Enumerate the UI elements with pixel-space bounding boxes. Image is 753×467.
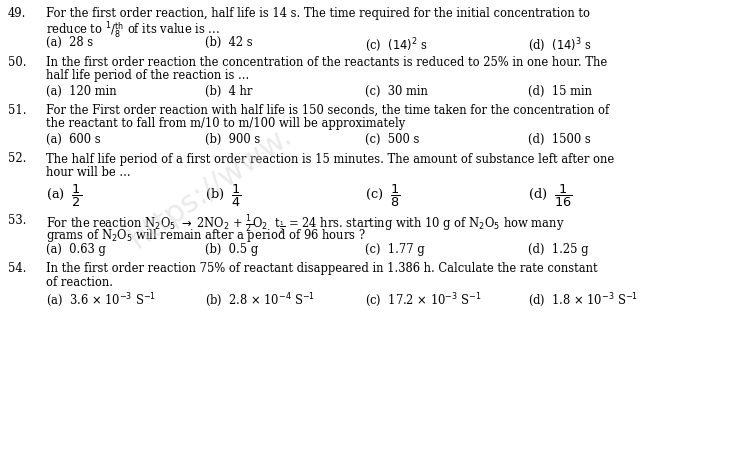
Text: 50.: 50.: [8, 56, 26, 69]
Text: 51.: 51.: [8, 104, 26, 117]
Text: (d)  15 min: (d) 15 min: [528, 85, 592, 98]
Text: For the first order reaction, half life is 14 s. The time required for the initi: For the first order reaction, half life …: [46, 7, 590, 20]
Text: (b)  $\dfrac{1}{4}$: (b) $\dfrac{1}{4}$: [205, 183, 242, 209]
Text: 53.: 53.: [8, 213, 26, 226]
Text: 52.: 52.: [8, 153, 26, 165]
Text: (a)  28 s: (a) 28 s: [46, 36, 93, 49]
Text: (a)  120 min: (a) 120 min: [46, 85, 117, 98]
Text: (b)  42 s: (b) 42 s: [205, 36, 252, 49]
Text: (b)  2.8 $\times$ 10$^{-4}$ S$^{-1}$: (b) 2.8 $\times$ 10$^{-4}$ S$^{-1}$: [205, 291, 316, 309]
Text: (a)  $\dfrac{1}{2}$: (a) $\dfrac{1}{2}$: [46, 183, 82, 209]
Text: (b)  4 hr: (b) 4 hr: [205, 85, 252, 98]
Text: (d)  1.25 g: (d) 1.25 g: [528, 242, 589, 255]
Text: (c)  17.2 $\times$ 10$^{-3}$ S$^{-1}$: (c) 17.2 $\times$ 10$^{-3}$ S$^{-1}$: [365, 291, 482, 309]
Text: 54.: 54.: [8, 262, 26, 275]
Text: (a)  3.6 $\times$ 10$^{-3}$ S$^{-1}$: (a) 3.6 $\times$ 10$^{-3}$ S$^{-1}$: [46, 291, 156, 309]
Text: 49.: 49.: [8, 7, 26, 20]
Text: For the reaction N$_{2}$O$_{5}$ $\rightarrow$ 2NO$_{2}$ + $\frac{1}{2}$O$_{2}$  : For the reaction N$_{2}$O$_{5}$ $\righta…: [46, 213, 565, 236]
Text: https://www.: https://www.: [123, 120, 297, 254]
Text: (b)  0.5 g: (b) 0.5 g: [205, 242, 258, 255]
Text: For the First order reaction with half life is 150 seconds, the time taken for t: For the First order reaction with half l…: [46, 104, 609, 117]
Text: (c)  500 s: (c) 500 s: [365, 133, 419, 146]
Text: the reactant to fall from m/10 to m/100 will be approximately: the reactant to fall from m/10 to m/100 …: [46, 118, 405, 130]
Text: half life period of the reaction is ...: half life period of the reaction is ...: [46, 69, 249, 82]
Text: (c)  $\dfrac{1}{8}$: (c) $\dfrac{1}{8}$: [365, 183, 401, 209]
Text: In the first order reaction the concentration of the reactants is reduced to 25%: In the first order reaction the concentr…: [46, 56, 607, 69]
Text: grams of N$_{2}$O$_{5}$ will remain after a period of 96 hours ?: grams of N$_{2}$O$_{5}$ will remain afte…: [46, 227, 366, 244]
Text: (c)  $(14)^{2}$ s: (c) $(14)^{2}$ s: [365, 36, 428, 54]
Text: (d)  $(14)^{3}$ s: (d) $(14)^{3}$ s: [528, 36, 592, 54]
Text: The half life period of a first order reaction is 15 minutes. The amount of subs: The half life period of a first order re…: [46, 153, 614, 165]
Text: (d)  1.8 $\times$ 10$^{-3}$ S$^{-1}$: (d) 1.8 $\times$ 10$^{-3}$ S$^{-1}$: [528, 291, 639, 309]
Text: (a)  600 s: (a) 600 s: [46, 133, 101, 146]
Text: (a)  0.63 g: (a) 0.63 g: [46, 242, 106, 255]
Text: (b)  900 s: (b) 900 s: [205, 133, 261, 146]
Text: of reaction.: of reaction.: [46, 276, 113, 289]
Text: In the first order reaction 75% of reactant disappeared in 1.386 h. Calculate th: In the first order reaction 75% of react…: [46, 262, 598, 275]
Text: reduce to $^{1}/_{8}^{\mathrm{th}}$ of its value is ...: reduce to $^{1}/_{8}^{\mathrm{th}}$ of i…: [46, 21, 220, 40]
Text: (c)  1.77 g: (c) 1.77 g: [365, 242, 425, 255]
Text: (d)  $\dfrac{1}{16}$: (d) $\dfrac{1}{16}$: [528, 183, 573, 209]
Text: (c)  30 min: (c) 30 min: [365, 85, 428, 98]
Text: hour will be ...: hour will be ...: [46, 166, 130, 179]
Text: (d)  1500 s: (d) 1500 s: [528, 133, 591, 146]
